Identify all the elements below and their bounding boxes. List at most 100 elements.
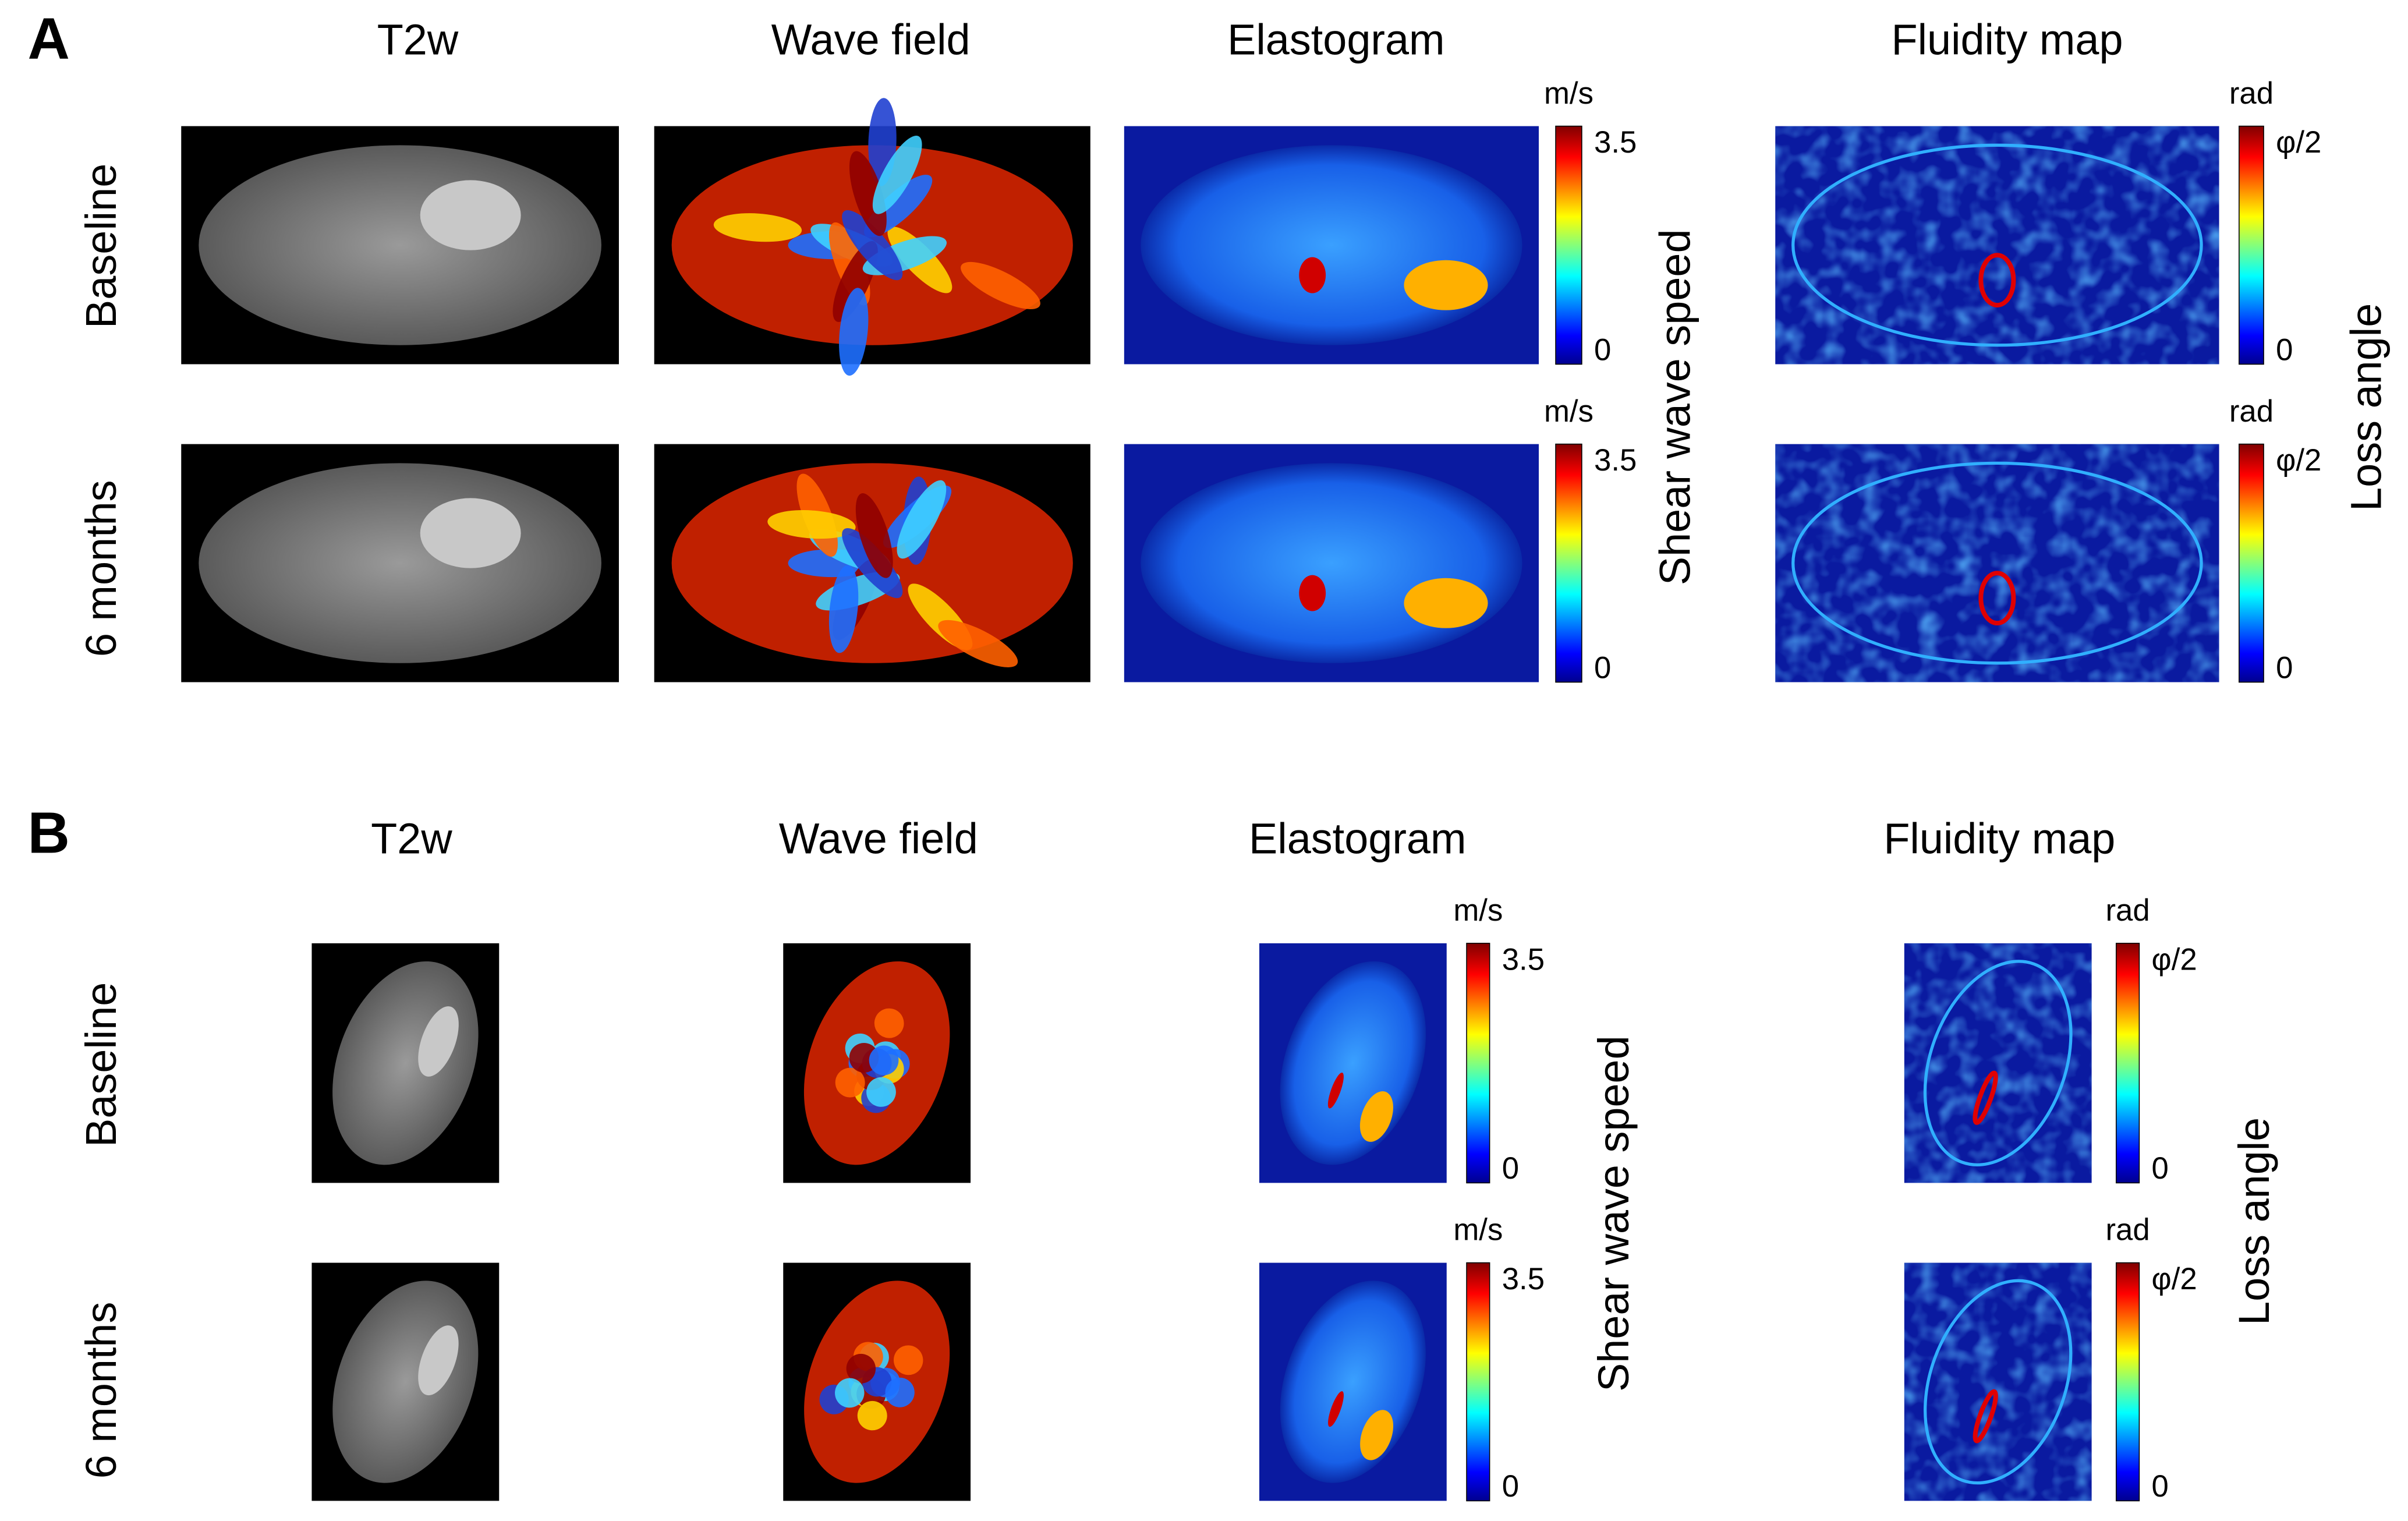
colorbar-max: 3.5 — [1502, 942, 1545, 977]
colorbar-min: 0 — [1594, 333, 1611, 367]
stiff-region — [1359, 1091, 1393, 1142]
wave-blob — [828, 565, 859, 653]
wave-blob — [713, 213, 802, 242]
column-title: Wave field — [779, 814, 978, 862]
panel-label: A — [27, 6, 69, 72]
colorbar-min: 0 — [1502, 1151, 1519, 1186]
organ — [199, 463, 601, 663]
column-title: Elastogram — [1249, 814, 1466, 862]
colorbar — [1466, 943, 1490, 1184]
fluidity-texture — [1904, 1262, 2092, 1501]
wave-blob — [885, 1377, 915, 1407]
row-label: Baseline — [77, 164, 125, 328]
row-label: Baseline — [77, 982, 125, 1147]
column-title: T2w — [371, 814, 452, 862]
fluid-rim — [1924, 1279, 2073, 1485]
wave-blob — [835, 1067, 865, 1098]
colorbar-max: 3.5 — [1594, 443, 1637, 477]
colorbar-title: Shear wave speed — [1651, 229, 1699, 585]
stiff-core — [1299, 575, 1326, 611]
fluidity-texture — [1775, 444, 2219, 682]
colorbar-min: 0 — [2151, 1469, 2168, 1504]
stiff-region — [1404, 578, 1488, 628]
stiff-region — [1360, 1410, 1394, 1460]
colorbar-min: 0 — [2276, 650, 2293, 685]
stiff-region — [1404, 260, 1488, 310]
organ-detail — [418, 1325, 459, 1396]
fluid-rim — [1791, 143, 2203, 347]
wave-blob — [961, 261, 1040, 309]
colorbar-unit: rad — [2229, 394, 2274, 429]
wave-blob — [846, 1353, 876, 1384]
colorbar-unit: m/s — [1453, 1213, 1503, 1247]
wave-blob — [874, 1008, 904, 1038]
colorbar — [2116, 1262, 2140, 1502]
fluid-rim — [1791, 461, 2203, 665]
organ — [199, 145, 601, 345]
fluidity-texture — [1904, 943, 2092, 1183]
row-label: 6 months — [77, 480, 125, 657]
wave-blob — [866, 1077, 896, 1107]
colorbar — [2116, 943, 2140, 1184]
colorbar — [1555, 443, 1582, 683]
organ-detail — [420, 498, 521, 568]
colorbar-unit: rad — [2229, 76, 2274, 111]
colorbar-unit: rad — [2105, 1213, 2150, 1247]
colorbar-min: 0 — [2276, 333, 2293, 367]
colorbar-max: 3.5 — [1594, 125, 1637, 160]
column-title: T2w — [377, 16, 459, 64]
fluid-hot — [1973, 1070, 1998, 1125]
panel-label: B — [27, 800, 69, 865]
row-label: 6 months — [77, 1302, 125, 1479]
wave-blob — [869, 1045, 899, 1076]
colorbar-max: φ/2 — [2151, 1262, 2197, 1296]
colorbar-max: φ/2 — [2276, 443, 2321, 477]
tissue — [1141, 145, 1522, 345]
wave-blob — [842, 210, 903, 281]
column-title: Wave field — [771, 16, 971, 64]
wave-blob — [938, 620, 1018, 667]
colorbar-max: 3.5 — [1502, 1262, 1545, 1296]
fluidity-texture — [1775, 126, 2219, 365]
wave-blob — [835, 1378, 865, 1408]
colorbar-unit: m/s — [1453, 893, 1503, 928]
panel: B T2w Wave field Elastogram Fluidity map Base… — [27, 800, 2278, 1504]
colorbar-title: Loss angle — [2230, 1117, 2278, 1325]
colorbar-unit: m/s — [1544, 394, 1593, 429]
colorbar-max: φ/2 — [2151, 942, 2197, 977]
organ-detail — [418, 1006, 459, 1077]
colorbar — [1466, 1262, 1490, 1502]
column-title: Fluidity map — [1883, 814, 2115, 862]
fluid-hot — [1978, 571, 2016, 626]
stiff-core — [1328, 1391, 1344, 1427]
colorbar-title: Shear wave speed — [1589, 1035, 1638, 1392]
colorbar-unit: rad — [2105, 893, 2150, 928]
colorbar — [2239, 125, 2264, 365]
wave-blob — [849, 151, 887, 236]
tissue — [1141, 463, 1522, 663]
wave-blob — [857, 1400, 887, 1431]
colorbar-min: 0 — [1594, 650, 1611, 685]
organ-detail — [420, 180, 521, 250]
colorbar-max: φ/2 — [2276, 125, 2321, 160]
wave-blob — [839, 288, 869, 376]
panel: A T2w Wave field Elastogram Fluidity map Base… — [27, 6, 2390, 685]
stiff-core — [1327, 1072, 1344, 1109]
stiff-core — [1299, 257, 1326, 293]
fluid-hot — [1973, 1389, 1998, 1444]
wave-blob — [897, 480, 947, 559]
fluid-rim — [1923, 960, 2073, 1166]
colorbar-min: 0 — [1502, 1469, 1519, 1504]
wave-blob — [767, 510, 856, 539]
fluid-hot — [1978, 253, 2016, 308]
wave-blob — [872, 135, 922, 214]
colorbar-unit: m/s — [1544, 76, 1593, 111]
colorbar — [2239, 443, 2264, 683]
wave-blob — [855, 493, 893, 578]
colorbar — [1555, 125, 1582, 365]
column-title: Fluidity map — [1892, 16, 2123, 64]
wave-blob — [893, 1345, 923, 1375]
column-title: Elastogram — [1227, 16, 1444, 64]
colorbar-min: 0 — [2151, 1151, 2168, 1186]
